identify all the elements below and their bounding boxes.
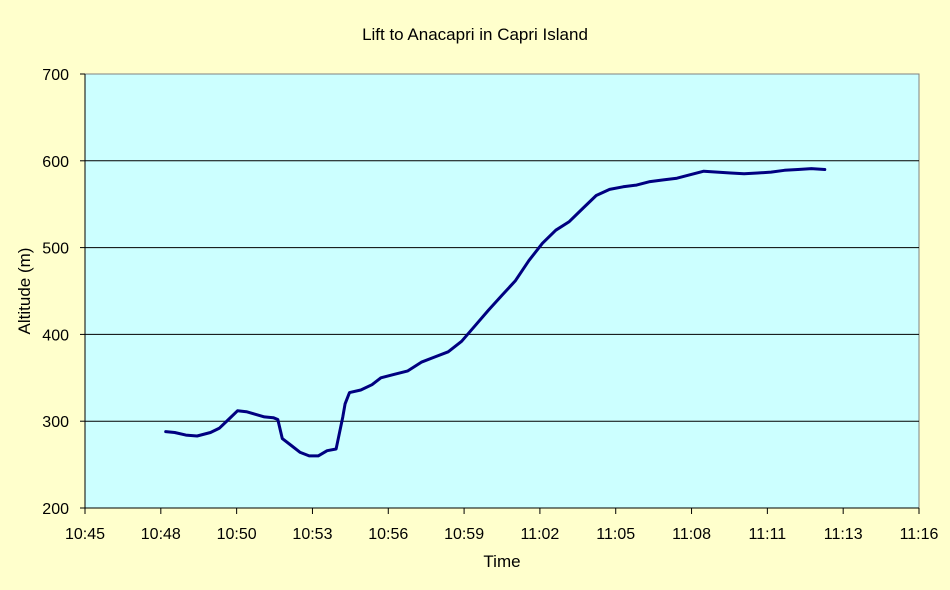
series-layer	[164, 167, 827, 458]
y-tick-label: 500	[42, 241, 69, 258]
x-tick-label: 11:08	[672, 526, 711, 543]
x-tick-label: 11:02	[520, 526, 559, 543]
x-tick-label: 11:11	[749, 526, 787, 543]
plot-area	[84, 73, 920, 509]
x-tick-label: 10:59	[444, 526, 484, 543]
x-tick-label: 11:16	[900, 526, 939, 543]
y-tick-label: 300	[42, 414, 69, 431]
y-tick-label: 200	[42, 501, 69, 518]
grid-lines	[85, 160, 919, 422]
x-axis: 10:45 10:48 10:50 10:53 10:56 10:59 11:02 11:05…	[65, 507, 939, 543]
x-tick-label: 10:56	[368, 526, 408, 543]
x-tick-label: 11:13	[824, 526, 863, 543]
y-axis: 200 300 400 500 600 700	[42, 67, 86, 518]
x-tick-label: 10:50	[217, 526, 257, 543]
y-tick-label: 600	[42, 154, 69, 171]
chart-title: Lift to Anacapri in Capri Island	[362, 25, 588, 44]
x-tick-label: 10:48	[141, 526, 181, 543]
y-axis-label: Altitude (m)	[15, 248, 34, 335]
x-axis-label: Time	[483, 552, 520, 571]
x-tick-label: 10:45	[65, 526, 105, 543]
y-tick-label: 400	[42, 327, 69, 344]
series-line-altitude	[164, 167, 827, 458]
x-tick-label: 10:53	[292, 526, 332, 543]
x-tick-label: 11:05	[596, 526, 635, 543]
y-tick-label: 700	[42, 67, 69, 84]
